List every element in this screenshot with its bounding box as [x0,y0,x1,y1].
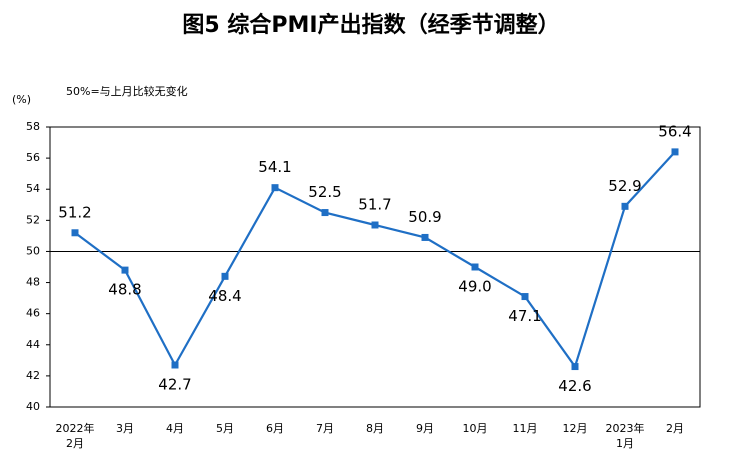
y-unit: (%) [12,93,31,106]
point [71,229,79,237]
y-tick-label: 40 [26,400,40,413]
x-tick-label: 12月 [563,422,588,435]
x-tick-label: 10月 [463,422,488,435]
chart-title: 图5 综合PMI产出指数（经季节调整） [182,12,559,38]
value-label: 47.1 [508,307,541,325]
value-label: 48.4 [208,287,241,305]
y-tick-label: 54 [26,182,40,195]
value-label: 56.4 [658,122,691,140]
y-tick-label: 50 [26,244,40,257]
x-tick-label: 2023年 [606,421,645,435]
point [621,202,629,210]
x-tick-label: 2022年 [56,421,95,435]
y-tick-label: 48 [26,276,40,289]
x-tick-label: 8月 [366,422,384,435]
point [421,233,429,241]
point [171,361,179,369]
x-tick-label: 3月 [116,422,134,435]
value-label: 51.7 [358,196,391,214]
point [521,293,529,301]
x-tick-label: 1月 [616,437,634,450]
point [471,263,479,271]
x-tick-label: 5月 [216,422,234,435]
y-tick-label: 42 [26,369,40,382]
point [121,266,129,274]
x-tick-label: 9月 [416,422,434,435]
x-tick-label: 11月 [513,422,538,435]
point [571,363,579,371]
point [671,148,679,156]
point [271,184,279,192]
value-label: 52.9 [608,177,641,195]
y-tick-label: 46 [26,307,40,320]
point [371,221,379,229]
value-label: 54.1 [258,158,291,176]
value-label: 50.9 [408,208,441,226]
value-label: 51.2 [58,203,91,221]
x-tick-label: 4月 [166,422,184,435]
x-tick-label: 2月 [666,422,684,435]
point [321,209,329,217]
y-tick-label: 52 [26,213,40,226]
x-tick-label: 6月 [266,422,284,435]
value-label: 42.6 [558,377,591,395]
value-label: 48.8 [108,281,141,299]
y-tick-label: 56 [26,151,40,164]
value-label: 42.7 [158,376,191,394]
value-label: 49.0 [458,278,491,296]
x-tick-label: 7月 [316,422,334,435]
x-tick-label: 2月 [66,437,84,450]
y-tick-label: 58 [26,120,40,133]
plot-frame [49,126,701,408]
annotation: 50%=与上月比较无变化 [66,84,188,98]
value-label: 52.5 [308,183,341,201]
point [221,272,229,280]
y-tick-label: 44 [26,338,40,351]
series-line [74,151,676,369]
